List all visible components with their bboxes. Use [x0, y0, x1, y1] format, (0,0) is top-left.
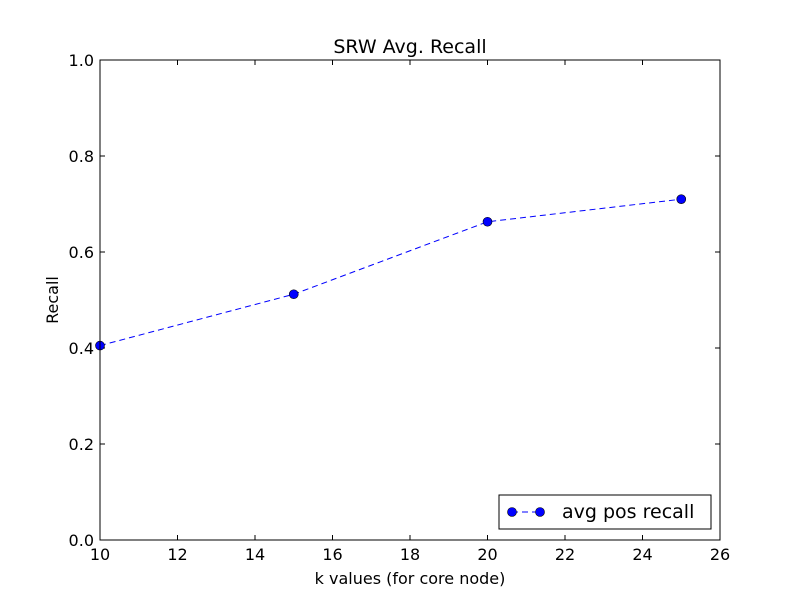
data-point [482, 216, 493, 227]
y-axis-label: Recall [43, 276, 62, 324]
x-tick-label: 22 [555, 545, 575, 564]
x-tick-label: 14 [245, 545, 265, 564]
x-tick-label: 18 [400, 545, 420, 564]
x-tick-label: 20 [477, 545, 497, 564]
data-point [288, 289, 299, 300]
y-tick-label: 0.4 [69, 339, 94, 358]
y-tick-label: 0.8 [69, 147, 94, 166]
y-tick-label: 0.6 [69, 243, 94, 262]
chart-title: SRW Avg. Recall [333, 36, 486, 58]
y-tick-label: 0.2 [69, 435, 94, 454]
y-tick-label: 1.0 [69, 51, 94, 70]
x-tick-label: 10 [90, 545, 110, 564]
legend-marker-start [507, 507, 517, 517]
y-tick-label: 0.0 [69, 531, 94, 550]
data-point [676, 194, 687, 204]
series-line [99, 198, 682, 347]
x-tick-label: 24 [632, 545, 652, 564]
legend: avg pos recall [498, 494, 712, 530]
plot-area-frame [99, 59, 721, 541]
x-tick-label: 12 [167, 545, 187, 564]
series-layer [95, 194, 687, 351]
legend-label: avg pos recall [562, 501, 694, 523]
legend-marker-end [535, 507, 545, 517]
axis-ticks: 10 12 14 16 18 20 22 24 26 0.0 0.2 0.4 0.6 0.8 1.0 [69, 51, 731, 564]
x-axis-label: k values (for core node) [315, 569, 506, 588]
x-tick-label: 26 [710, 545, 730, 564]
x-tick-label: 16 [322, 545, 342, 564]
